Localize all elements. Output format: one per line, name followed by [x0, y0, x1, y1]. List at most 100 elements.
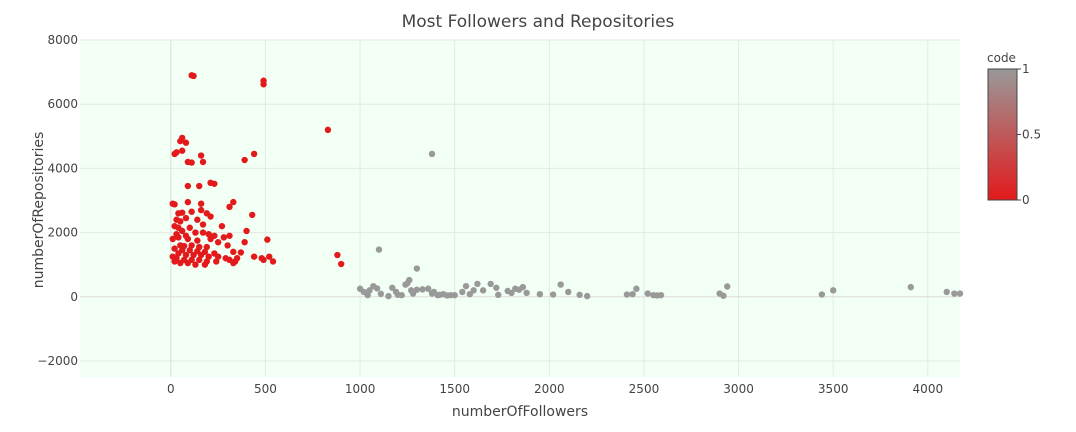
data-point	[184, 182, 192, 190]
data-point	[188, 242, 195, 249]
y-tick-label: 6000	[47, 97, 78, 111]
data-point	[197, 206, 205, 214]
data-point	[237, 249, 245, 256]
data-point	[413, 286, 421, 293]
data-point	[583, 292, 591, 300]
colorbar-title: code	[987, 51, 1016, 65]
data-point	[182, 251, 190, 259]
data-point	[536, 290, 544, 298]
y-tick-label: −2000	[37, 354, 78, 368]
data-point	[194, 237, 201, 244]
data-point	[218, 222, 226, 230]
colorbar-ticks: 00.51	[1017, 62, 1041, 207]
data-point	[207, 235, 214, 243]
data-point	[264, 236, 271, 243]
data-point	[907, 283, 914, 291]
data-point	[205, 253, 212, 260]
data-point	[171, 258, 178, 265]
data-point	[201, 261, 209, 268]
data-point	[199, 229, 207, 236]
data-point	[266, 253, 273, 260]
data-point	[197, 200, 205, 207]
data-point	[519, 283, 527, 291]
chart-title: Most Followers and Repositories	[402, 12, 675, 32]
data-point	[230, 259, 237, 267]
data-point	[565, 288, 572, 296]
data-point	[337, 260, 345, 268]
data-point	[250, 150, 258, 158]
data-point	[220, 234, 228, 241]
data-point	[470, 287, 477, 294]
data-point	[203, 243, 210, 251]
data-point	[190, 72, 197, 80]
data-point	[186, 247, 193, 254]
data-point	[459, 288, 466, 296]
x-tick-label: 1500	[439, 382, 470, 396]
y-tick-label: 4000	[47, 161, 78, 175]
data-point	[425, 285, 432, 292]
plot-background	[80, 40, 960, 377]
x-axis-ticks: 0 500 1000 1500 2000 2500 3000 3500 4000	[167, 382, 943, 396]
data-point	[334, 251, 341, 259]
data-point	[197, 152, 205, 159]
data-point	[956, 290, 964, 297]
colorbar-gradient	[987, 68, 1018, 201]
data-point	[943, 288, 950, 296]
data-point	[818, 291, 826, 298]
data-point	[188, 208, 195, 215]
data-point	[194, 216, 201, 223]
data-point	[192, 261, 199, 268]
data-point	[830, 287, 837, 294]
data-point	[178, 147, 186, 154]
data-point	[419, 286, 426, 293]
data-point	[644, 290, 651, 297]
data-point	[451, 291, 458, 299]
data-point	[508, 289, 515, 297]
data-point	[184, 198, 192, 206]
data-point	[205, 230, 212, 238]
data-point	[224, 242, 231, 249]
data-point	[493, 284, 500, 291]
data-point	[199, 158, 207, 166]
data-point	[549, 291, 557, 298]
data-point	[177, 259, 184, 267]
y-tick-label: 0	[70, 290, 78, 304]
x-tick-label: 2500	[629, 382, 660, 396]
y-tick-label: 2000	[47, 226, 78, 240]
data-point	[377, 290, 385, 298]
data-point	[479, 287, 487, 294]
data-point	[260, 256, 267, 264]
data-point	[623, 291, 631, 298]
x-tick-label: 1000	[345, 382, 376, 396]
gridlines	[80, 39, 960, 377]
data-point	[171, 245, 178, 252]
data-point	[657, 291, 665, 299]
data-point	[182, 214, 190, 222]
data-point	[199, 221, 207, 228]
data-point	[182, 139, 190, 146]
data-point	[413, 265, 421, 272]
x-tick-label: 0	[167, 382, 175, 396]
data-point	[474, 280, 481, 288]
data-point	[177, 137, 184, 145]
data-point	[190, 251, 197, 259]
data-point	[230, 248, 237, 256]
data-point	[188, 159, 195, 166]
data-point	[462, 282, 470, 290]
x-axis-title: numberOfFollowers	[452, 404, 588, 420]
colorbar-tick-label: 0.5	[1022, 128, 1041, 142]
data-point	[196, 256, 203, 264]
data-point	[213, 258, 220, 265]
data-point	[175, 250, 182, 257]
data-point	[196, 182, 203, 190]
colorbar-tick-label: 1	[1022, 62, 1030, 76]
data-point	[385, 292, 392, 300]
data-point	[186, 224, 193, 231]
data-point	[175, 234, 182, 241]
data-point	[197, 251, 205, 259]
data-point	[373, 285, 381, 292]
data-point	[375, 246, 383, 253]
data-point	[241, 156, 248, 164]
data-point	[178, 209, 186, 216]
